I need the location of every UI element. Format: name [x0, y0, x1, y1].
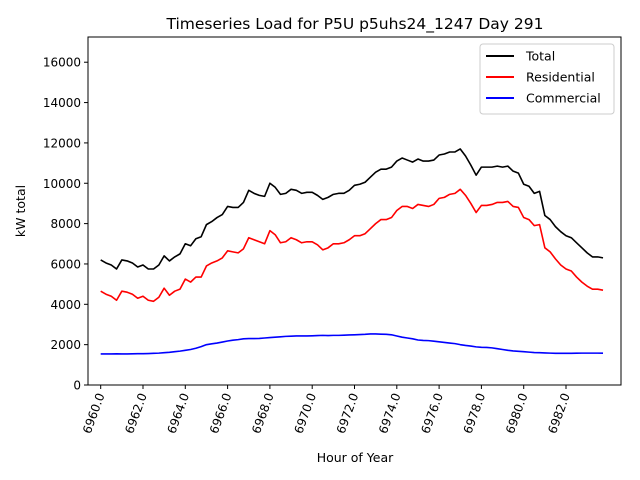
y-axis: 0 2000 4000 6000 8000 10000 12000 14000 16000: [43, 56, 88, 393]
legend-label-residential: Residential: [526, 70, 595, 85]
legend-box: [479, 43, 615, 115]
y-tick-label: 4000: [50, 298, 81, 312]
y-tick-label: 12000: [43, 136, 81, 150]
y-tick-label: 6000: [50, 257, 81, 271]
series-line-total: [100, 148, 604, 270]
chart-title: Timeseries Load for P5U p5uhs24_1247 Day…: [166, 15, 544, 34]
series-line-residential: [100, 188, 604, 303]
y-tick-label: 8000: [50, 217, 81, 231]
legend: Total Residential Commercial: [479, 43, 615, 115]
y-tick-label: 2000: [50, 338, 81, 352]
y-axis-label: kW total: [13, 185, 28, 237]
x-axis-label: Hour of Year: [317, 450, 394, 465]
series-layer: [100, 148, 604, 355]
y-tick-label: 14000: [43, 96, 81, 110]
y-tick-label: 0: [73, 379, 81, 393]
legend-label-total: Total: [525, 49, 555, 64]
legend-label-commercial: Commercial: [526, 91, 601, 106]
y-tick-label: 16000: [43, 56, 81, 70]
series-line-commercial: [100, 333, 604, 355]
y-tick-label: 10000: [43, 177, 81, 191]
